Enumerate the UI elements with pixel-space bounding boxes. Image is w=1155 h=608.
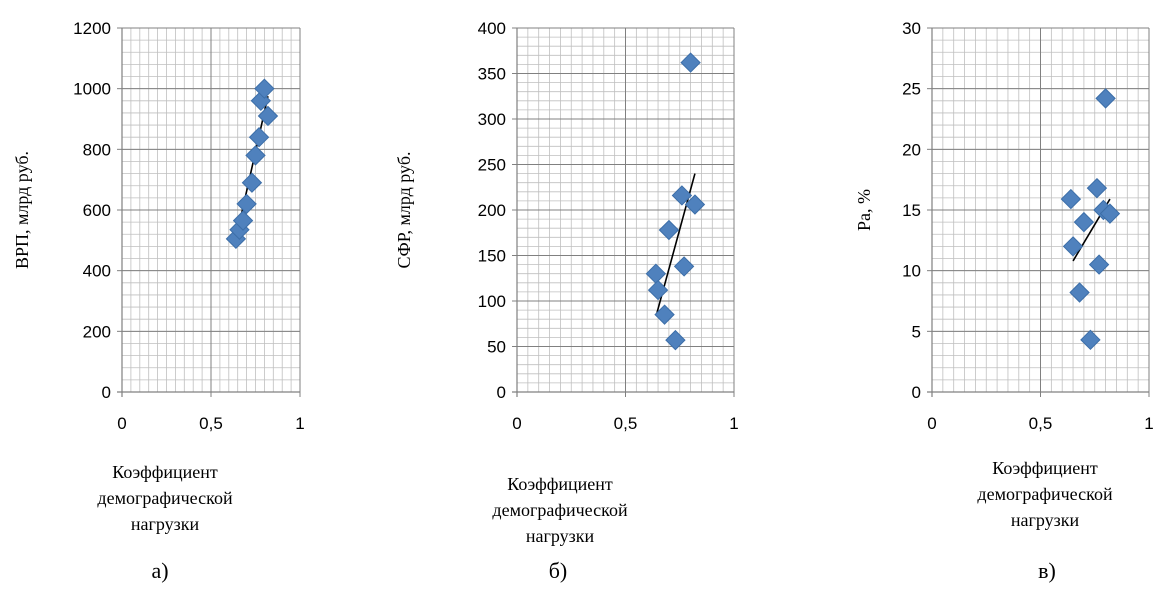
y-tick-label: 250 [478, 156, 506, 175]
data-point [1095, 88, 1116, 109]
x-tick-label: 0,5 [1029, 414, 1053, 433]
data-point [241, 172, 263, 193]
y-tick-label: 0 [912, 383, 921, 402]
x-axis-label-line: демографической [977, 484, 1113, 504]
y-tick-label: 20 [902, 140, 921, 159]
x-axis-label-line: демографической [97, 488, 233, 508]
y-tick-label: 200 [83, 322, 111, 341]
y-tick-label: 400 [478, 19, 506, 38]
data-point [1069, 282, 1090, 303]
data-point [257, 105, 279, 127]
y-tick-label: 10 [902, 262, 921, 281]
data-point [673, 256, 695, 277]
x-axis-label-line: нагрузки [526, 526, 595, 546]
x-axis-label-line: нагрузки [1011, 510, 1080, 530]
x-tick-label: 0 [117, 414, 126, 433]
data-point [671, 185, 693, 206]
y-axis-label: СФР, млрд руб. [394, 152, 414, 269]
data-point [248, 126, 270, 148]
data-point [1088, 254, 1110, 275]
data-point [1060, 188, 1082, 210]
x-tick-label: 0 [927, 414, 936, 433]
panel-label: в) [1038, 558, 1056, 583]
y-tick-label: 30 [902, 19, 921, 38]
data-point [654, 304, 675, 325]
data-point [1086, 177, 1108, 199]
data-point [236, 193, 257, 215]
y-tick-label: 0 [497, 383, 506, 402]
data-point [1073, 211, 1095, 233]
data-point [680, 52, 701, 73]
y-tick-label: 1200 [73, 19, 111, 38]
x-tick-label: 1 [729, 414, 738, 433]
panel-label: а) [151, 558, 168, 583]
y-tick-label: 350 [478, 65, 506, 84]
y-tick-label: 150 [478, 247, 506, 266]
y-tick-label: 50 [487, 338, 506, 357]
chart-panel-3: 0 5 10 15 20 25 30 0 0,5 1 Ра, % Коэффициент демогра… [854, 19, 1154, 583]
x-tick-label: 0 [512, 414, 521, 433]
data-point [647, 279, 669, 301]
y-tick-label: 15 [902, 201, 921, 220]
data-point [232, 210, 254, 231]
x-axis-label-line: Коэффициент [112, 462, 218, 482]
x-tick-label: 0,5 [614, 414, 638, 433]
y-tick-label: 400 [83, 262, 111, 281]
data-point [245, 145, 266, 166]
x-axis-label-line: Коэффициент [992, 458, 1098, 478]
y-tick-label: 600 [83, 201, 111, 220]
y-tick-label: 800 [83, 140, 111, 159]
x-tick-label: 0,5 [199, 414, 223, 433]
y-axis-label: ВРП, млрд руб. [12, 151, 32, 269]
data-point [1062, 236, 1084, 257]
x-axis-label-line: нагрузки [131, 514, 200, 534]
x-axis-label-line: Коэффициент [507, 474, 613, 494]
data-point [254, 78, 275, 99]
data-point [684, 194, 706, 215]
data-point [1099, 203, 1121, 224]
y-tick-label: 25 [902, 80, 921, 99]
panel-label: б) [549, 558, 568, 583]
x-tick-label: 1 [1144, 414, 1153, 433]
y-tick-label: 0 [102, 383, 111, 402]
data-point [1080, 329, 1101, 351]
y-tick-label: 100 [478, 292, 506, 311]
y-axis-label: Ра, % [854, 189, 874, 231]
chart-panel-2: 0 50 100 150 200 250 300 350 400 0 0,5 1 СФР, млрд р… [394, 19, 739, 583]
data-point [665, 329, 686, 351]
y-tick-label: 5 [912, 322, 921, 341]
chart-panel-1: 0 200 400 600 800 1000 1200 0 0,5 1 ВРП, млрд руб.… [12, 19, 305, 583]
y-tick-label: 1000 [73, 80, 111, 99]
x-tick-label: 1 [295, 414, 304, 433]
data-point [645, 263, 667, 284]
x-axis-label-line: демографической [492, 500, 628, 520]
data-point [658, 219, 680, 241]
y-tick-label: 300 [478, 110, 506, 129]
y-tick-label: 200 [478, 201, 506, 220]
